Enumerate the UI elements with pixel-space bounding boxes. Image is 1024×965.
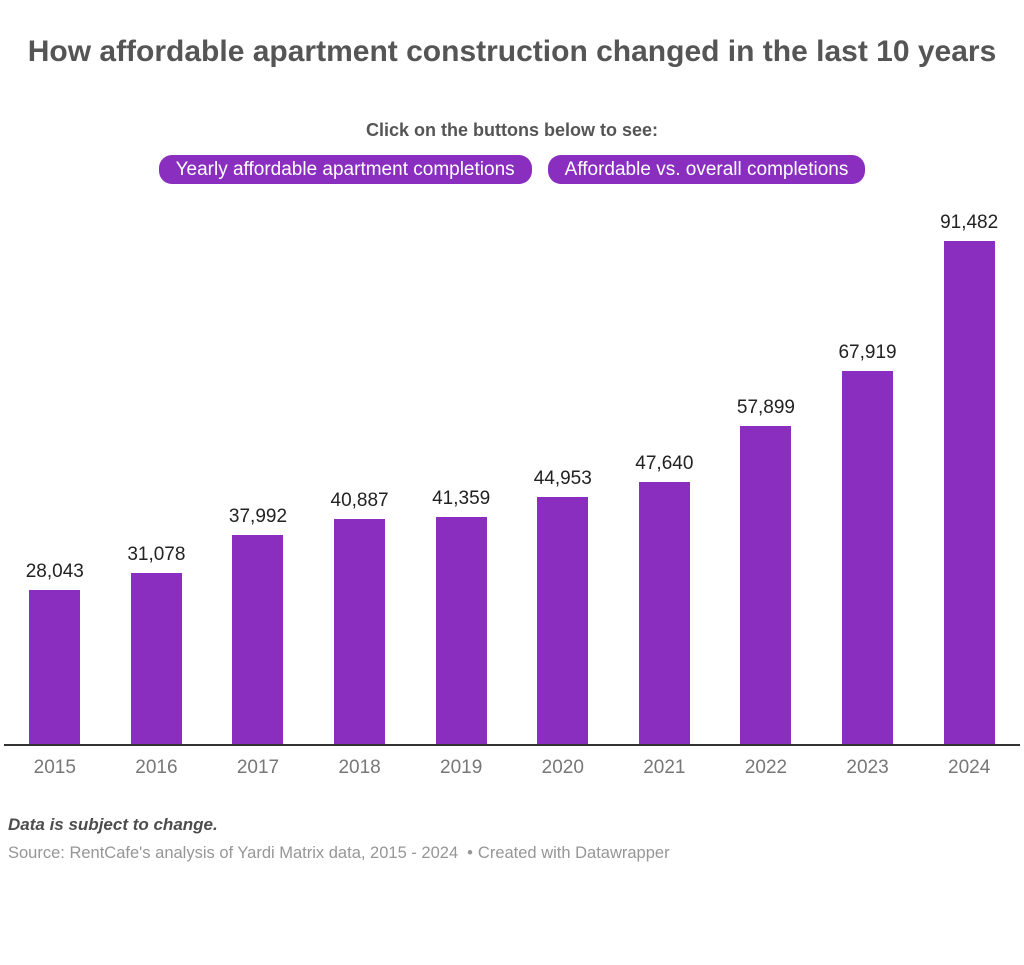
bar-column: 28,043 [4,561,106,744]
x-axis-label: 2017 [236,757,280,778]
bar[interactable] [943,241,995,744]
source-line: Source: RentCafe's analysis of Yardi Mat… [8,844,1012,863]
bar[interactable] [130,573,182,744]
bar-value-label: 40,887 [330,490,389,512]
x-axis-label: 2023 [846,757,889,778]
bar[interactable] [740,425,792,744]
bar-value-label: 57,899 [736,396,796,418]
bar-value-label: 91,482 [940,212,999,233]
bar[interactable] [842,370,894,744]
bar-value-label: 28,043 [25,560,84,582]
bar-column: 31,078 [106,544,208,744]
bar-column: 67,919 [817,342,919,744]
x-axis-label: 2016 [135,757,178,778]
bar-value-label: 67,919 [838,341,897,363]
chart-subtitle: Click on the buttons below to see: [365,120,659,140]
bar-value-label: 41,359 [432,487,491,509]
bullet-separator: • [467,844,473,862]
x-axis-label: 2015 [33,757,76,778]
bar-column: 37,992 [207,506,309,744]
x-axis-label: 2019 [440,757,483,778]
chart-title: How affordable apartment construction ch… [27,35,997,68]
bar[interactable] [537,496,589,744]
bar-column: 40,887 [309,490,411,744]
bar[interactable] [334,519,386,744]
chart-widget: How affordable apartment construction ch… [0,30,1024,965]
chart-bars: 28,043 31,078 37,992 40,887 41,359 44,953 47,6… [4,212,1020,746]
x-axis-label: 2020 [541,757,584,778]
bar[interactable] [638,482,690,744]
view-toggle-buttons: Yearly affordable apartment completions … [0,155,1024,184]
x-axis-label: 2021 [643,757,686,778]
bar-value-label: 47,640 [635,453,694,475]
source-text: Source: RentCafe's analysis of Yardi Mat… [8,844,459,862]
data-note: Data is subject to change. [8,815,218,834]
bar-column: 47,640 [614,453,716,744]
bar[interactable] [232,535,284,744]
bar-value-label: 37,992 [228,506,288,528]
chart-x-axis-labels: 2015 2016 2017 2018 2019 2020 2021 2022 2023 2024 [4,746,1020,779]
bar-column: 91,482 [918,212,1020,744]
x-axis-label: 2022 [744,757,788,778]
bar[interactable] [29,589,81,744]
bar-value-label: 31,078 [127,544,186,566]
button-yearly-affordable-completions[interactable]: Yearly affordable apartment completions [158,155,532,184]
x-axis-label: 2024 [948,757,991,778]
bar-chart: 28,043 31,078 37,992 40,887 41,359 44,953 47,6… [0,212,1024,779]
x-axis-label: 2018 [338,757,381,778]
bar-value-label: 44,953 [533,467,592,489]
button-affordable-vs-overall-completions[interactable]: Affordable vs. overall completions [547,155,866,184]
bar-column: 41,359 [410,488,512,744]
datawrapper-attribution[interactable]: Created with Datawrapper [477,844,670,862]
bar-column: 57,899 [715,397,817,744]
chart-footer: Data is subject to change. Source: RentC… [8,815,1012,863]
bar[interactable] [435,516,487,744]
bar-column: 44,953 [512,468,614,744]
